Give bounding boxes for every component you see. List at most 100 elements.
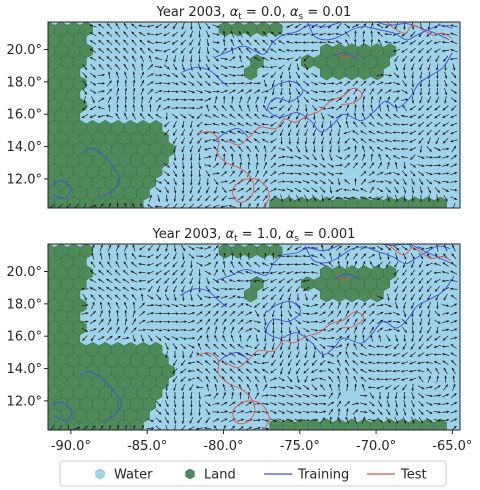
current-arrow-head bbox=[98, 270, 102, 273]
current-arrow-head bbox=[183, 304, 187, 307]
current-arrow-head bbox=[321, 199, 325, 202]
current-arrow-head bbox=[175, 115, 178, 119]
current-arrow-head bbox=[442, 353, 445, 356]
current-arrow-head bbox=[106, 48, 110, 51]
current-arrow-head bbox=[386, 396, 390, 400]
current-arrow-head bbox=[109, 80, 112, 84]
current-arrow-head bbox=[279, 289, 282, 292]
current-arrow-head bbox=[198, 51, 201, 55]
current-arrow-head bbox=[245, 303, 249, 306]
land-hex bbox=[48, 189, 49, 198]
current-arrow-head bbox=[92, 425, 96, 429]
current-arrow-head bbox=[150, 338, 153, 342]
x-tick-label: -65.0° bbox=[432, 439, 472, 454]
current-arrow-head bbox=[155, 33, 158, 36]
current-arrow-head bbox=[132, 88, 136, 91]
current-arrow-head bbox=[429, 419, 433, 423]
current-arrow-head bbox=[81, 115, 85, 118]
panel-1-y-ticks: 12.0°14.0°16.0°18.0°20.0° bbox=[7, 43, 48, 187]
current-arrow-head bbox=[354, 178, 357, 181]
current-arrow-head bbox=[421, 395, 424, 398]
current-arrow-head bbox=[187, 361, 191, 365]
current-arrow-head bbox=[241, 410, 244, 413]
current-arrow-head bbox=[141, 88, 144, 91]
current-arrow-head bbox=[192, 98, 195, 102]
current-arrow-head bbox=[130, 287, 134, 290]
current-arrow-head bbox=[335, 32, 338, 36]
current-arrow-head bbox=[191, 247, 195, 250]
current-arrow-head bbox=[410, 157, 413, 160]
current-arrow-head bbox=[420, 420, 423, 424]
test-trajectory bbox=[337, 50, 354, 59]
current-arrow-head bbox=[216, 25, 220, 28]
current-arrow-head bbox=[115, 39, 118, 43]
current-arrow-head bbox=[286, 25, 290, 28]
current-arrow-head bbox=[418, 50, 421, 53]
current-arrow-head bbox=[221, 352, 224, 355]
current-arrow-head bbox=[230, 30, 234, 34]
current-arrow-head bbox=[199, 297, 202, 300]
current-arrow-head bbox=[189, 420, 192, 424]
current-arrow-head bbox=[90, 294, 94, 298]
current-arrow-head bbox=[363, 162, 366, 166]
current-arrow-head bbox=[124, 96, 128, 99]
current-arrow-head bbox=[167, 74, 171, 77]
current-arrow-head bbox=[322, 346, 326, 349]
current-arrow-head bbox=[346, 104, 349, 108]
current-arrow-head bbox=[156, 280, 159, 284]
current-arrow-head bbox=[158, 420, 162, 423]
current-arrow-head bbox=[279, 107, 282, 111]
current-arrow-head bbox=[247, 252, 250, 256]
current-arrow-head bbox=[446, 410, 450, 414]
current-arrow-head bbox=[279, 355, 283, 358]
current-arrow-head bbox=[196, 360, 200, 364]
current-arrow-head bbox=[206, 43, 210, 46]
current-arrow-head bbox=[124, 310, 127, 313]
y-tick-label: 20.0° bbox=[7, 265, 42, 280]
current-arrow-head bbox=[182, 182, 185, 186]
current-arrow-head bbox=[345, 367, 348, 371]
current-arrow-head bbox=[288, 306, 292, 309]
current-arrow-head bbox=[255, 145, 258, 149]
current-arrow-head bbox=[372, 419, 376, 422]
current-arrow-head bbox=[279, 124, 282, 128]
current-arrow-head bbox=[216, 82, 220, 86]
current-arrow-head bbox=[426, 115, 429, 119]
current-arrow-head bbox=[372, 254, 375, 257]
current-arrow-head bbox=[261, 131, 265, 134]
current-arrow-head bbox=[238, 261, 241, 265]
current-arrow-head bbox=[401, 378, 404, 381]
current-arrow-head bbox=[314, 337, 318, 341]
current-arrow-head bbox=[288, 67, 291, 71]
current-arrow-head bbox=[362, 104, 365, 107]
current-arrow-head bbox=[279, 100, 283, 103]
current-arrow-head bbox=[286, 49, 289, 52]
current-arrow-head bbox=[272, 252, 275, 256]
current-arrow-head bbox=[340, 163, 343, 167]
panel-2-y-ticks: 12.0°14.0°16.0°18.0°20.0° bbox=[7, 265, 48, 409]
current-arrow-head bbox=[253, 122, 257, 126]
current-arrow-head bbox=[288, 199, 292, 202]
current-arrow-head bbox=[395, 412, 398, 416]
current-arrow-head bbox=[215, 311, 219, 314]
current-arrow-head bbox=[131, 294, 135, 298]
current-arrow-head bbox=[288, 330, 292, 334]
current-arrow-head bbox=[297, 149, 300, 153]
current-arrow-head bbox=[269, 271, 273, 275]
current-arrow-head bbox=[279, 133, 283, 136]
current-arrow-head bbox=[183, 82, 187, 86]
current-arrow-head bbox=[124, 112, 127, 116]
current-arrow-head bbox=[182, 166, 185, 169]
current-arrow-head bbox=[454, 172, 458, 175]
current-arrow-head bbox=[376, 377, 379, 381]
current-arrow-head bbox=[393, 49, 396, 53]
current-arrow-head bbox=[403, 190, 407, 194]
current-arrow-head bbox=[384, 131, 388, 134]
current-arrow-head bbox=[197, 190, 201, 194]
current-arrow-head bbox=[240, 196, 244, 199]
current-arrow-head bbox=[204, 426, 207, 430]
current-arrow-head bbox=[173, 355, 177, 359]
current-arrow-head bbox=[215, 269, 218, 273]
current-arrow-head bbox=[363, 88, 366, 92]
current-arrow-head bbox=[237, 295, 240, 299]
